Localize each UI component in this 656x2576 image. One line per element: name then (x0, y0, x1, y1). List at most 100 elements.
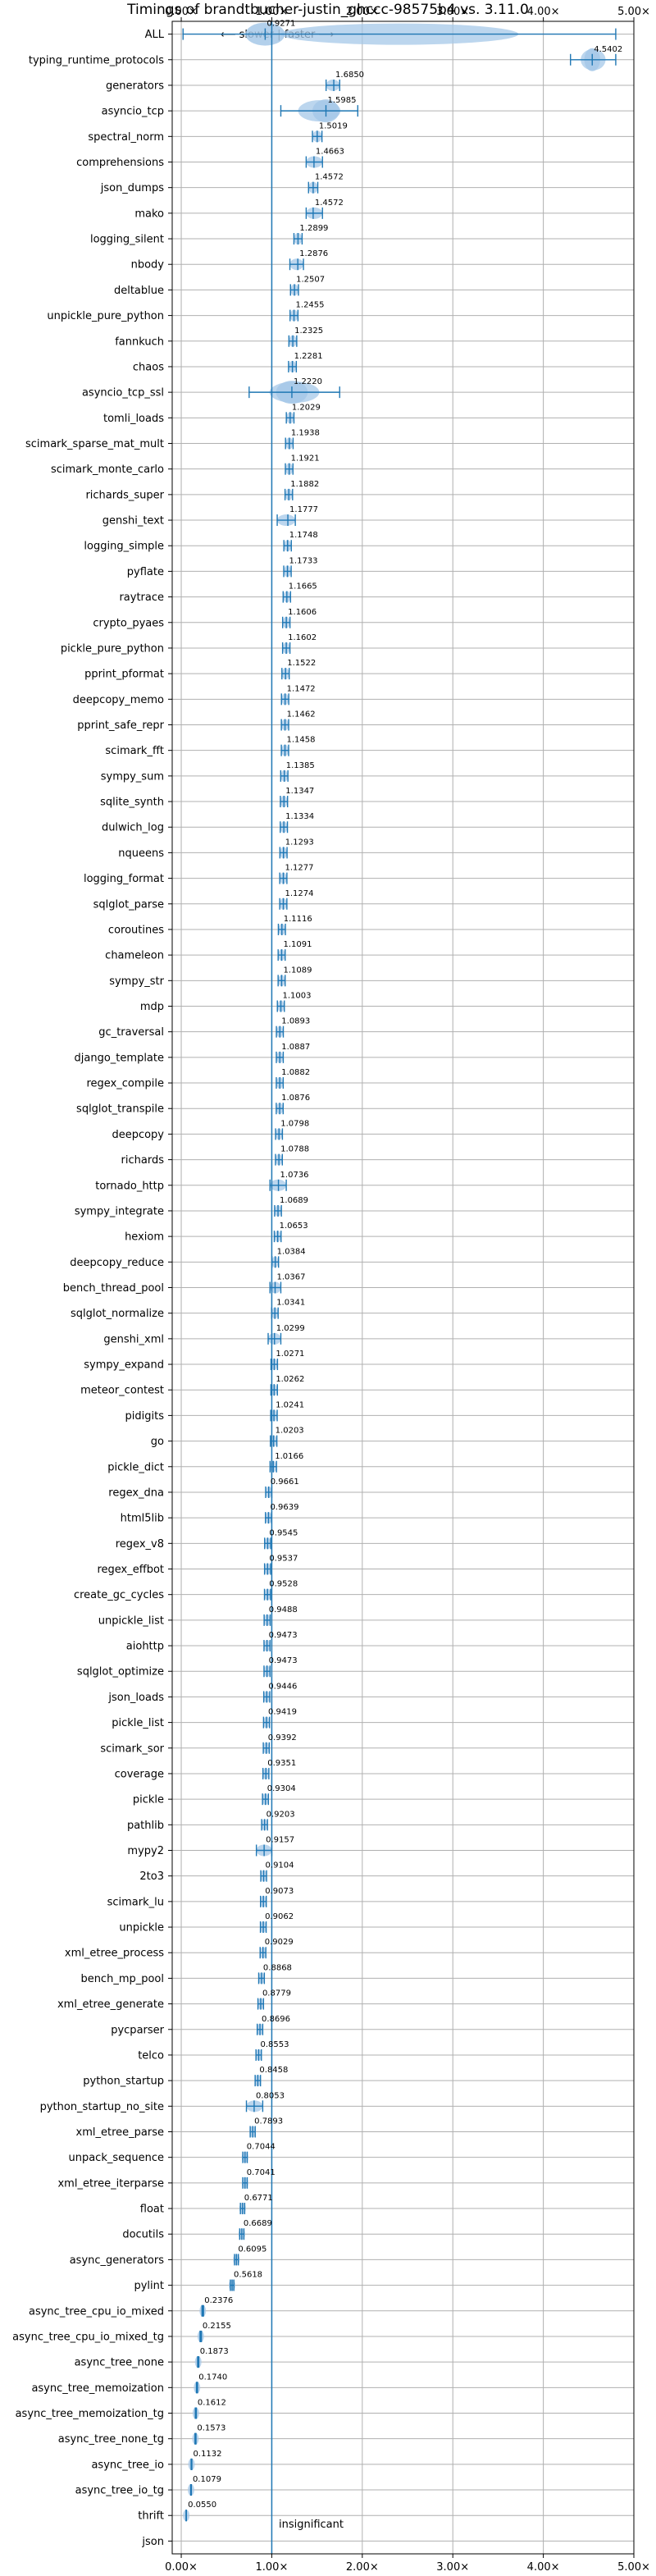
tick-layer: 0.00× 0.00× 1.00× 1.00× 2.00× 2.00× 3.00× 3.00×… (12, 6, 650, 2574)
value-label: 1.0887 (281, 1043, 310, 1052)
x-tick-label-bottom: 4.00× (527, 2561, 560, 2574)
value-label: 0.9488 (269, 1605, 298, 1615)
category-label: pickle_list (112, 1717, 164, 1729)
category-label: async_tree_none_tg (58, 2433, 164, 2446)
category-label: pprint_safe_repr (77, 719, 164, 732)
category-label: nbody (131, 259, 165, 272)
category-label: mypy2 (127, 1845, 164, 1857)
value-label: 0.9029 (265, 1938, 294, 1947)
value-label: 1.1091 (283, 940, 312, 949)
value-label: 1.0384 (277, 1247, 306, 1256)
category-label: generators (106, 80, 164, 92)
value-label: 1.1116 (284, 915, 312, 924)
category-label: crypto_pyaes (93, 617, 164, 629)
category-label: asyncio_tcp (102, 106, 164, 118)
value-label: 0.9446 (268, 1682, 297, 1691)
value-label: 0.9545 (269, 1528, 298, 1537)
category-label: sqlite_synth (100, 797, 164, 809)
category-label: xml_etree_generate (57, 1998, 164, 2011)
value-label: 1.1921 (291, 454, 320, 464)
value-label: 1.1462 (287, 710, 316, 719)
value-label: 4.5402 (594, 45, 622, 54)
category-label: xml_etree_iterparse (57, 2177, 164, 2190)
category-label: scimark_monte_carlo (51, 464, 164, 476)
category-label: pathlib (127, 1820, 164, 1832)
category-label: sympy_sum (101, 770, 164, 783)
category-label: pyflate (127, 566, 164, 578)
value-label: 1.2507 (296, 275, 325, 284)
category-label: tornado_http (95, 1180, 164, 1192)
category-label: pylint (134, 2280, 164, 2292)
value-label: 0.1873 (200, 2347, 229, 2356)
value-label: 0.8696 (262, 2015, 290, 2024)
category-label: regex_v8 (116, 1538, 164, 1551)
category-label: scimark_sparse_mat_mult (25, 438, 164, 450)
x-tick-label-top: 5.00× (617, 6, 650, 18)
category-label: scimark_lu (107, 1896, 164, 1908)
category-label: deltablue (114, 285, 164, 297)
value-label: 1.2876 (299, 249, 328, 258)
value-label: 0.8779 (262, 1989, 291, 1998)
category-label: async_tree_io (91, 2459, 164, 2471)
category-label: regex_effbot (97, 1564, 164, 1576)
value-label: 1.1665 (289, 582, 317, 591)
category-label: mako (134, 208, 164, 220)
value-label: 0.9203 (266, 1810, 295, 1819)
x-tick-label-top: 3.00× (436, 6, 469, 18)
category-label: pickle_dict (107, 1461, 164, 1473)
label-layer: 0.9271 4.5402 1.6850 1.5985 1.5019 1.4663 1.45… (188, 20, 622, 2510)
category-label: sqlglot_normalize (71, 1308, 164, 1320)
value-label: 0.9062 (265, 1912, 294, 1921)
category-label: coroutines (108, 924, 164, 936)
category-label: async_tree_none (75, 2357, 164, 2369)
value-label: 1.4663 (316, 148, 344, 157)
category-label: spectral_norm (88, 131, 164, 144)
value-label: 1.1522 (287, 659, 316, 668)
category-label: bench_mp_pool (80, 1973, 164, 1985)
category-label: bench_thread_pool (63, 1282, 164, 1295)
category-label: ALL (145, 29, 165, 41)
category-label: pickle (133, 1794, 164, 1806)
category-label: async_tree_cpu_io_mixed_tg (12, 2331, 164, 2343)
x-tick-label-bottom: 0.00× (165, 2561, 198, 2574)
category-label: unpickle_pure_python (47, 310, 164, 322)
value-label: 1.2029 (292, 403, 321, 412)
value-label: 0.9351 (267, 1759, 296, 1768)
category-label: async_tree_memoization (31, 2382, 164, 2395)
value-label: 0.1132 (194, 2450, 222, 2459)
category-label: sqlglot_transpile (76, 1103, 164, 1116)
value-label: 1.1458 (287, 736, 316, 745)
value-label: 1.0166 (275, 1452, 303, 1461)
category-label: docutils (122, 2229, 164, 2241)
value-label: 1.0271 (276, 1350, 304, 1359)
category-label: chameleon (105, 950, 164, 962)
category-label: logging_simple (84, 541, 164, 553)
value-label: 1.2325 (294, 327, 323, 336)
value-label: 0.1740 (198, 2373, 227, 2382)
category-label: regex_dna (108, 1487, 164, 1499)
category-label: async_tree_cpu_io_mixed (29, 2305, 164, 2318)
category-label: regex_compile (86, 1078, 164, 1090)
value-label: 1.1882 (290, 480, 319, 489)
category-label: unpack_sequence (68, 2152, 164, 2164)
category-label: genshi_text (102, 515, 164, 528)
category-label: float (140, 2204, 164, 2216)
value-label: 0.9304 (267, 1784, 296, 1793)
category-label: aiohttp (126, 1641, 164, 1653)
value-label: 1.5985 (328, 96, 357, 105)
value-label: 1.0203 (276, 1427, 304, 1436)
value-label: 1.4572 (315, 173, 344, 182)
value-label: 0.6689 (244, 2219, 272, 2228)
category-label: telco (138, 2049, 164, 2062)
category-label: xml_etree_process (65, 1948, 164, 1960)
category-label: 2to3 (139, 1870, 164, 1883)
value-label: 0.5618 (234, 2271, 262, 2280)
value-label: 0.9537 (269, 1555, 298, 1564)
value-label: 1.2220 (294, 377, 322, 386)
value-label: 0.9528 (269, 1580, 298, 1589)
value-label: 0.2155 (203, 2322, 231, 2331)
x-tick-label-top: 0.00× (165, 6, 198, 18)
value-label: 1.1733 (289, 556, 318, 565)
value-label: 1.0893 (281, 1017, 310, 1026)
value-label: 1.0653 (280, 1222, 308, 1231)
